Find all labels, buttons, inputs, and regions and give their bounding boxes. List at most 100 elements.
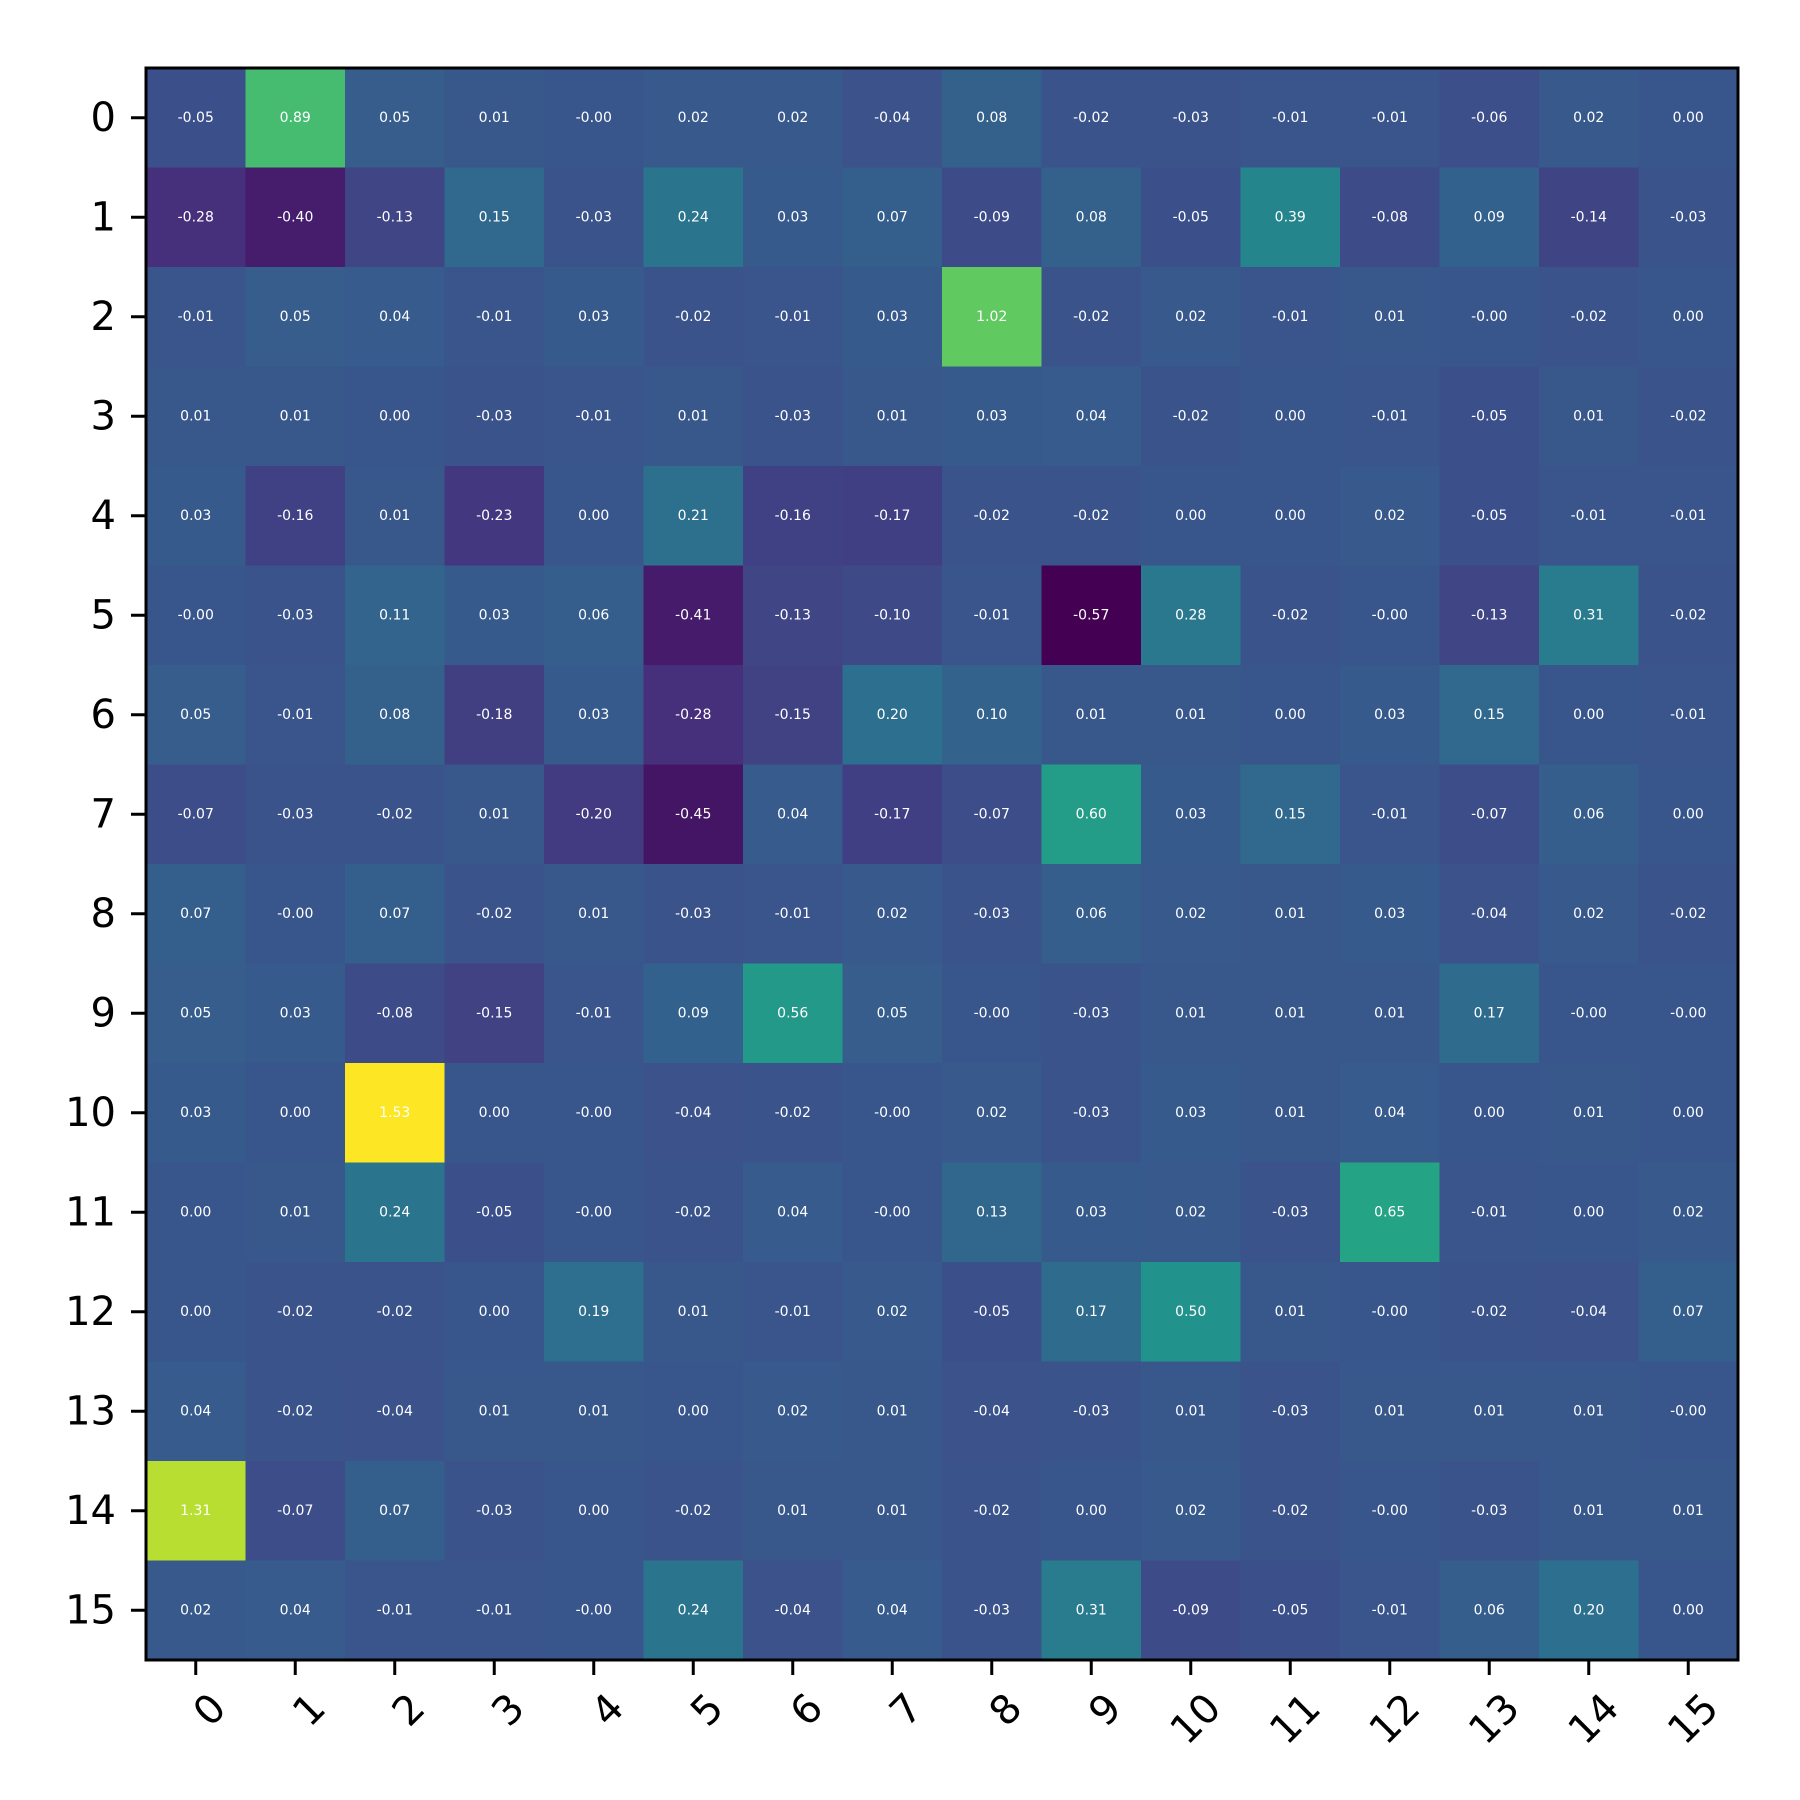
- cell-value-label: 0.00: [1275, 707, 1306, 723]
- cell-value-label: 0.06: [578, 607, 609, 623]
- heatmap-cell: [842, 167, 943, 268]
- heatmap-cell: [942, 466, 1043, 567]
- y-tick-label: 15: [65, 1587, 116, 1633]
- cell-value-label: -0.04: [1571, 1304, 1607, 1320]
- heatmap-cell: [444, 565, 545, 666]
- heatmap-cell: [245, 963, 346, 1064]
- plot-frame: [144, 66, 1740, 1662]
- cell-value-label: -0.03: [476, 1503, 512, 1519]
- heatmap-cell: [1439, 665, 1540, 766]
- cell-value-label: 0.05: [180, 1005, 211, 1021]
- cell-value-label: -0.09: [974, 209, 1010, 225]
- y-tick-label: 11: [65, 1189, 116, 1235]
- cell-value-label: -0.16: [277, 508, 313, 524]
- cell-value-label: -0.02: [1571, 309, 1607, 325]
- cell-value-label: 0.00: [379, 408, 410, 424]
- heatmap-cell: [942, 1461, 1043, 1562]
- cell-value-label: 0.01: [379, 508, 410, 524]
- cell-value-label: -0.03: [1272, 1403, 1308, 1419]
- cell-value-label: 0.03: [1374, 707, 1405, 723]
- heatmap-cell: [544, 466, 645, 567]
- cell-value-label: -0.02: [1173, 408, 1209, 424]
- heatmap-cell: [1240, 565, 1341, 666]
- cell-value-label: 0.15: [1275, 806, 1306, 822]
- cell-value-label: 0.39: [1275, 209, 1306, 225]
- heatmap-cell: [544, 1262, 645, 1363]
- cell-value-label: -0.04: [775, 1602, 811, 1618]
- cell-value-label: 0.00: [180, 1304, 211, 1320]
- cell-value-label: -0.00: [974, 1005, 1010, 1021]
- cell-value-label: 0.01: [280, 408, 311, 424]
- heatmap-cell: [1638, 466, 1739, 567]
- cell-value-label: -0.00: [1372, 1503, 1408, 1519]
- cell-value-label: -0.00: [1471, 309, 1507, 325]
- cell-value-label: 0.05: [379, 110, 410, 126]
- cell-value-label: 0.03: [777, 209, 808, 225]
- cell-value-label: 0.01: [877, 1403, 908, 1419]
- heatmap-cell: [1439, 864, 1540, 965]
- heatmap-cell: [1141, 665, 1242, 766]
- heatmap-cell: [1539, 1461, 1640, 1562]
- cell-value-label: 0.03: [877, 309, 908, 325]
- heatmap-cell: [345, 366, 446, 467]
- heatmap-cell: [1240, 1361, 1341, 1462]
- cell-value-label: -0.01: [576, 1005, 612, 1021]
- cell-value-label: -0.07: [277, 1503, 313, 1519]
- heatmap-cell: [643, 1162, 744, 1263]
- heatmap-cell: [743, 68, 844, 169]
- heatmap-cell: [345, 665, 446, 766]
- heatmap-cell: [544, 665, 645, 766]
- heatmap-cell: [1340, 267, 1441, 368]
- cell-value-label: 0.02: [1573, 906, 1604, 922]
- heatmap-cell: [1439, 963, 1540, 1064]
- heatmap-cell: [1340, 1063, 1441, 1164]
- heatmap-cell: [1041, 565, 1142, 666]
- cell-value-label: -0.16: [775, 508, 811, 524]
- heatmap-cell: [1041, 764, 1142, 865]
- heatmap-cell: [1240, 764, 1341, 865]
- cell-value-label: -0.17: [874, 806, 910, 822]
- heatmap-cell: [544, 1063, 645, 1164]
- cell-value-label: 0.01: [479, 110, 510, 126]
- heatmap-cell: [1539, 1162, 1640, 1263]
- cell-value-label: -0.05: [178, 110, 214, 126]
- heatmap-cell: [643, 1262, 744, 1363]
- cell-value-label: -0.57: [1073, 607, 1109, 623]
- cell-value-label: -0.45: [675, 806, 711, 822]
- heatmap-cell: [245, 665, 346, 766]
- heatmap-cell: [942, 764, 1043, 865]
- heatmap-cell: [1638, 1063, 1739, 1164]
- heatmap-cell: [1539, 565, 1640, 666]
- heatmap-cell: [842, 1262, 943, 1363]
- heatmap-cell: [345, 963, 446, 1064]
- heatmap-cell: [1638, 68, 1739, 169]
- heatmap-cell: [245, 267, 346, 368]
- heatmap-cell: [146, 167, 247, 268]
- cell-value-label: -0.02: [1073, 309, 1109, 325]
- heatmap-cell: [345, 864, 446, 965]
- cell-value-label: -0.03: [675, 906, 711, 922]
- cell-value-label: -0.13: [775, 607, 811, 623]
- heatmap-cell: [942, 167, 1043, 268]
- heatmap-cell: [1041, 1461, 1142, 1562]
- y-tick-label: 5: [91, 592, 116, 638]
- heatmap-cell: [1041, 665, 1142, 766]
- cell-value-label: -0.02: [377, 806, 413, 822]
- heatmap-cell: [1141, 963, 1242, 1064]
- heatmap-cell: [743, 1262, 844, 1363]
- cell-value-label: 0.31: [1573, 607, 1604, 623]
- cell-value-label: -0.07: [974, 806, 1010, 822]
- cell-value-label: -0.23: [476, 508, 512, 524]
- cell-value-label: -0.05: [974, 1304, 1010, 1320]
- cell-value-label: -0.02: [1670, 607, 1706, 623]
- heatmap-cell: [942, 1262, 1043, 1363]
- cell-value-label: -0.02: [1670, 408, 1706, 424]
- cell-value-label: -0.07: [1471, 806, 1507, 822]
- cell-value-label: 0.01: [1673, 1503, 1704, 1519]
- cell-value-label: 0.07: [379, 906, 410, 922]
- heatmap-cell: [743, 1063, 844, 1164]
- heatmap-cell: [1240, 267, 1341, 368]
- cell-value-label: -0.18: [476, 707, 512, 723]
- heatmap-cell: [1439, 167, 1540, 268]
- cell-value-label: 0.00: [1673, 110, 1704, 126]
